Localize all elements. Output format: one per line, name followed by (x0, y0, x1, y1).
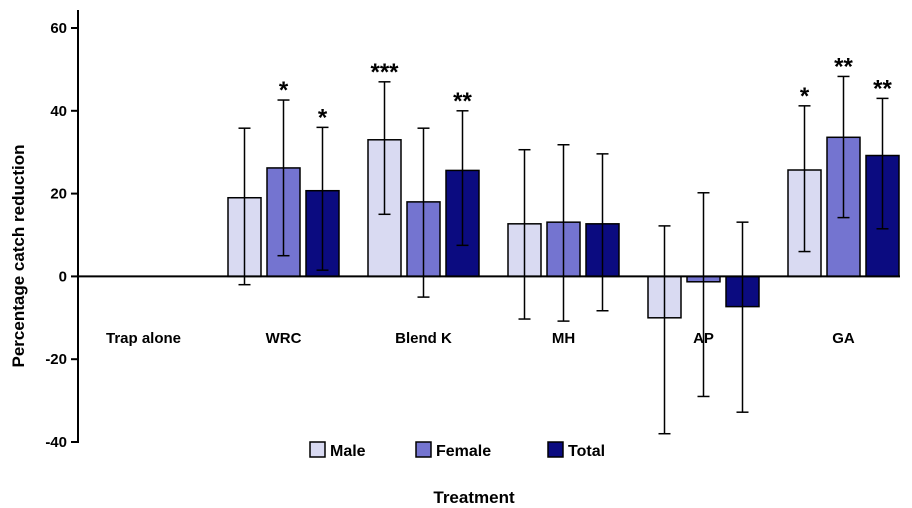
legend-label: Female (436, 443, 491, 460)
significance-marker: * (279, 77, 289, 104)
legend-label: Total (568, 443, 605, 460)
error-bar (658, 225, 671, 435)
error-bars (238, 75, 889, 435)
y-axis-title: Percentage catch reduction (9, 145, 28, 368)
significance-marker: *** (370, 59, 399, 86)
legend-label: Male (330, 443, 366, 460)
legend: Male Female Total (309, 441, 605, 460)
legend-swatch (309, 441, 326, 458)
significance-marker: ** (453, 88, 472, 115)
error-bar (697, 192, 710, 398)
y-tick-label: 60 (50, 20, 67, 37)
error-bar (277, 99, 290, 257)
error-bar (316, 126, 329, 271)
y-tick-label: 40 (50, 103, 67, 120)
legend-swatch (415, 441, 432, 458)
category-label: Blend K (395, 330, 452, 347)
category-label: MH (552, 330, 575, 347)
legend-item-male: Male (309, 441, 366, 460)
error-bar (518, 148, 531, 320)
error-bar (456, 110, 469, 247)
error-bar (837, 75, 850, 219)
error-bar (557, 143, 570, 322)
error-bar (736, 221, 749, 413)
significance-marker: ** (834, 53, 853, 80)
error-bar (876, 97, 889, 230)
y-tick-label: -20 (45, 351, 67, 368)
y-tick-label: -40 (45, 434, 67, 451)
y-tick-label: 0 (59, 268, 67, 285)
error-bar (378, 81, 391, 216)
category-label: WRC (266, 330, 302, 347)
y-axis-ticks: 60 40 20 0 -20 -40 (45, 20, 78, 451)
error-bar (238, 127, 251, 286)
category-label: Trap alone (106, 330, 181, 347)
error-bar (417, 127, 430, 298)
x-axis-title: Treatment (433, 488, 515, 507)
legend-swatch (547, 441, 564, 458)
significance-marker: ** (873, 75, 892, 102)
significance-markers: ******* ***** (279, 53, 893, 131)
significance-marker: * (800, 83, 810, 110)
legend-item-female: Female (415, 441, 491, 460)
error-bar (798, 105, 811, 253)
error-bar (596, 153, 609, 312)
significance-marker: * (318, 104, 328, 131)
legend-item-total: Total (547, 441, 605, 460)
y-tick-label: 20 (50, 186, 67, 203)
category-label: GA (832, 330, 855, 347)
